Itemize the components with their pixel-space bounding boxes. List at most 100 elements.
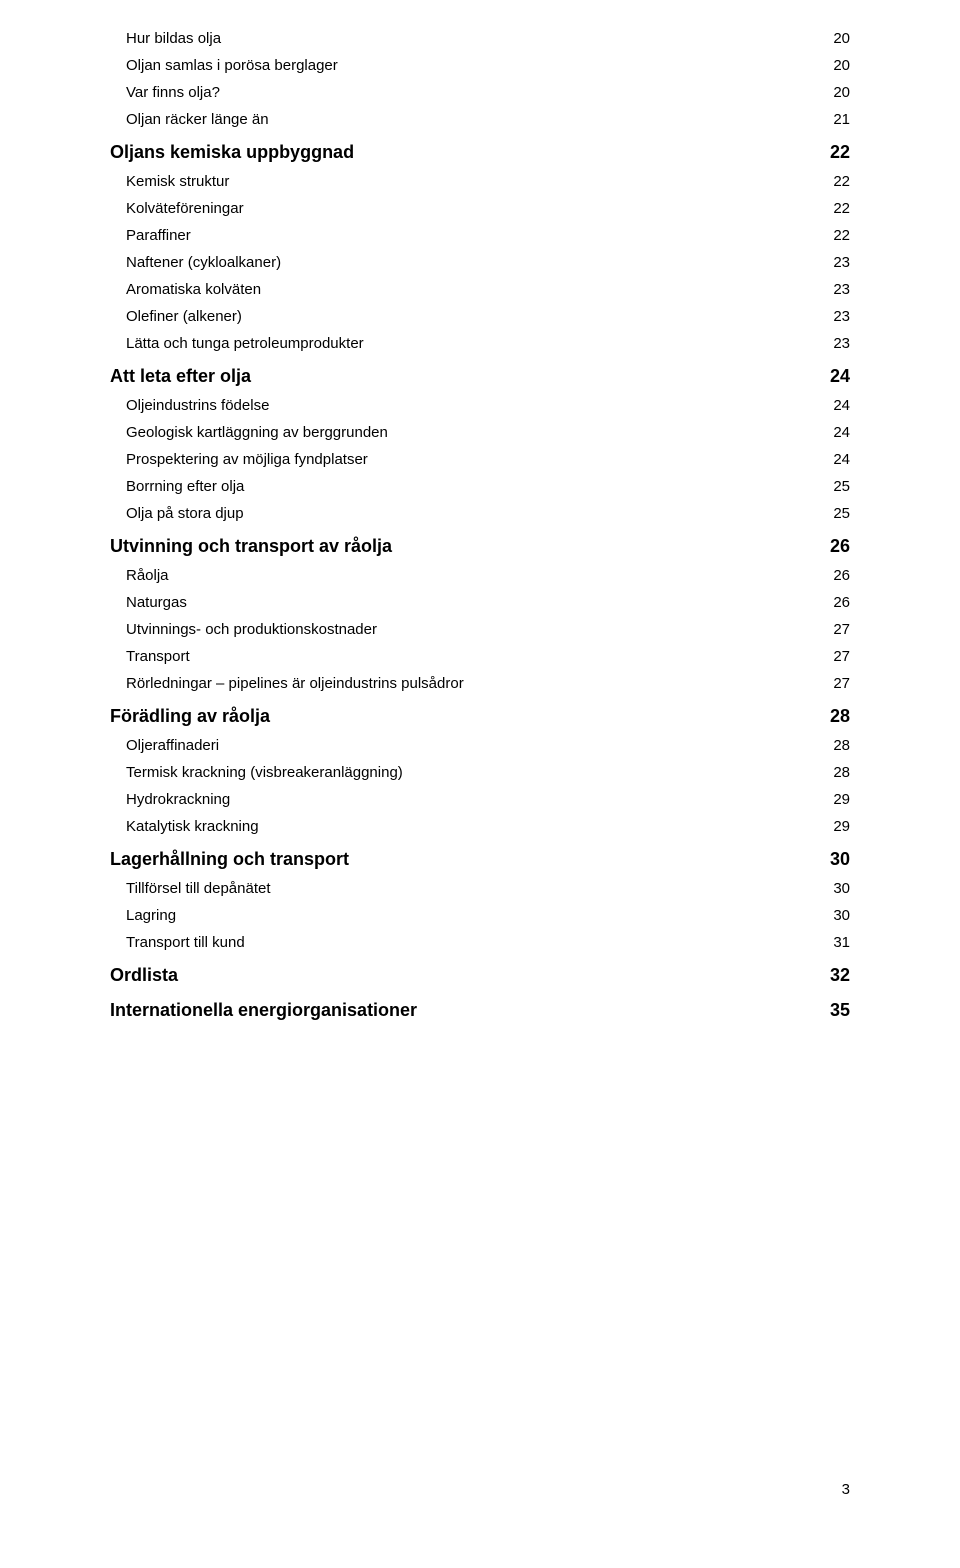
toc-title: Internationella energiorganisationer bbox=[110, 1000, 417, 1021]
toc-title: Utvinnings- och produktionskostnader bbox=[126, 621, 377, 638]
toc-title: Oljan samlas i porösa berglager bbox=[126, 57, 338, 74]
toc-title: Hydrokrackning bbox=[126, 791, 230, 808]
toc-entry: Oljans kemiska uppbyggnad 22 bbox=[110, 142, 850, 163]
toc-entry: Borrning efter olja 25 bbox=[126, 478, 850, 495]
toc-page: 27 bbox=[833, 621, 850, 638]
toc-page: 29 bbox=[833, 791, 850, 808]
toc-title: Lagerhållning och transport bbox=[110, 849, 349, 870]
toc-page: 22 bbox=[833, 173, 850, 190]
toc-entry: Olja på stora djup 25 bbox=[126, 505, 850, 522]
toc-title: Katalytisk krackning bbox=[126, 818, 259, 835]
toc-page: 25 bbox=[833, 505, 850, 522]
toc-page: 22 bbox=[830, 142, 850, 163]
toc-page: 23 bbox=[833, 254, 850, 271]
toc-page: 24 bbox=[830, 366, 850, 387]
toc-title: Att leta efter olja bbox=[110, 366, 251, 387]
toc-entry: Hur bildas olja 20 bbox=[126, 30, 850, 47]
toc-title: Naftener (cykloalkaner) bbox=[126, 254, 281, 271]
toc-title: Borrning efter olja bbox=[126, 478, 244, 495]
toc-page: 26 bbox=[833, 594, 850, 611]
toc-title: Tillförsel till depånätet bbox=[126, 880, 271, 897]
toc-page: 31 bbox=[833, 934, 850, 951]
toc-entry: Ordlista 32 bbox=[110, 965, 850, 986]
toc-page: 35 bbox=[830, 1000, 850, 1021]
toc-page: 24 bbox=[833, 397, 850, 414]
toc-title: Aromatiska kolväten bbox=[126, 281, 261, 298]
toc-page: 23 bbox=[833, 308, 850, 325]
toc-entry: Transport 27 bbox=[126, 648, 850, 665]
toc-entry: Internationella energiorganisationer 35 bbox=[110, 1000, 850, 1021]
toc-entry: Utvinnings- och produktionskostnader 27 bbox=[126, 621, 850, 638]
toc-entry: Förädling av råolja 28 bbox=[110, 706, 850, 727]
toc-title: Utvinning och transport av råolja bbox=[110, 536, 392, 557]
toc-title: Var finns olja? bbox=[126, 84, 220, 101]
toc-page: 26 bbox=[833, 567, 850, 584]
toc-entry: Lagring 30 bbox=[126, 907, 850, 924]
toc-title: Geologisk kartläggning av berggrunden bbox=[126, 424, 388, 441]
toc-entry: Lätta och tunga petroleumprodukter 23 bbox=[126, 335, 850, 352]
toc-page: 28 bbox=[833, 764, 850, 781]
toc-page: 30 bbox=[833, 880, 850, 897]
toc-title: Råolja bbox=[126, 567, 169, 584]
toc-page: 28 bbox=[830, 706, 850, 727]
toc-title: Paraffiner bbox=[126, 227, 191, 244]
toc-title: Hur bildas olja bbox=[126, 30, 221, 47]
toc-entry: Rörledningar – pipelines är oljeindustri… bbox=[126, 675, 850, 692]
toc-title: Oljan räcker länge än bbox=[126, 111, 269, 128]
toc-page: 26 bbox=[830, 536, 850, 557]
toc-entry: Tillförsel till depånätet 30 bbox=[126, 880, 850, 897]
toc-title: Transport bbox=[126, 648, 190, 665]
toc-title: Oljans kemiska uppbyggnad bbox=[110, 142, 354, 163]
toc-page: 22 bbox=[833, 227, 850, 244]
toc-entry: Råolja 26 bbox=[126, 567, 850, 584]
toc-page: 24 bbox=[833, 451, 850, 468]
toc-entry: Var finns olja? 20 bbox=[126, 84, 850, 101]
toc-title: Ordlista bbox=[110, 965, 178, 986]
toc-page: 28 bbox=[833, 737, 850, 754]
toc-entry: Utvinning och transport av råolja 26 bbox=[110, 536, 850, 557]
toc-title: Kemisk struktur bbox=[126, 173, 229, 190]
toc-entry: Oljan räcker länge än 21 bbox=[126, 111, 850, 128]
toc-entry: Naftener (cykloalkaner) 23 bbox=[126, 254, 850, 271]
page-number: 3 bbox=[842, 1481, 850, 1498]
toc-page: 29 bbox=[833, 818, 850, 835]
toc-title: Oljeraffinaderi bbox=[126, 737, 219, 754]
toc-title: Förädling av råolja bbox=[110, 706, 270, 727]
toc-entry: Hydrokrackning 29 bbox=[126, 791, 850, 808]
toc-entry: Transport till kund 31 bbox=[126, 934, 850, 951]
toc-title: Oljeindustrins födelse bbox=[126, 397, 269, 414]
toc-entry: Aromatiska kolväten 23 bbox=[126, 281, 850, 298]
toc-page: 20 bbox=[833, 30, 850, 47]
toc-page: 25 bbox=[833, 478, 850, 495]
table-of-contents: Hur bildas olja 20 Oljan samlas i porösa … bbox=[110, 30, 850, 1021]
toc-page: 22 bbox=[833, 200, 850, 217]
toc-title: Kolväteföreningar bbox=[126, 200, 244, 217]
toc-entry: Naturgas 26 bbox=[126, 594, 850, 611]
toc-title: Lagring bbox=[126, 907, 176, 924]
toc-entry: Termisk krackning (visbreakeranläggning)… bbox=[126, 764, 850, 781]
toc-page: 32 bbox=[830, 965, 850, 986]
toc-entry: Geologisk kartläggning av berggrunden 24 bbox=[126, 424, 850, 441]
toc-page: 23 bbox=[833, 335, 850, 352]
toc-entry: Oljeraffinaderi 28 bbox=[126, 737, 850, 754]
toc-page: 30 bbox=[833, 907, 850, 924]
toc-entry: Kemisk struktur 22 bbox=[126, 173, 850, 190]
toc-entry: Paraffiner 22 bbox=[126, 227, 850, 244]
toc-title: Olefiner (alkener) bbox=[126, 308, 242, 325]
toc-title: Termisk krackning (visbreakeranläggning) bbox=[126, 764, 403, 781]
toc-title: Transport till kund bbox=[126, 934, 245, 951]
toc-title: Prospektering av möjliga fyndplatser bbox=[126, 451, 368, 468]
toc-title: Lätta och tunga petroleumprodukter bbox=[126, 335, 364, 352]
toc-entry: Att leta efter olja 24 bbox=[110, 366, 850, 387]
toc-page: 27 bbox=[833, 648, 850, 665]
toc-entry: Katalytisk krackning 29 bbox=[126, 818, 850, 835]
toc-entry: Kolväteföreningar 22 bbox=[126, 200, 850, 217]
toc-entry: Olefiner (alkener) 23 bbox=[126, 308, 850, 325]
toc-entry: Oljan samlas i porösa berglager 20 bbox=[126, 57, 850, 74]
toc-page: 20 bbox=[833, 84, 850, 101]
toc-page: 30 bbox=[830, 849, 850, 870]
toc-page: 24 bbox=[833, 424, 850, 441]
toc-title: Rörledningar – pipelines är oljeindustri… bbox=[126, 675, 464, 692]
toc-entry: Prospektering av möjliga fyndplatser 24 bbox=[126, 451, 850, 468]
toc-title: Naturgas bbox=[126, 594, 187, 611]
